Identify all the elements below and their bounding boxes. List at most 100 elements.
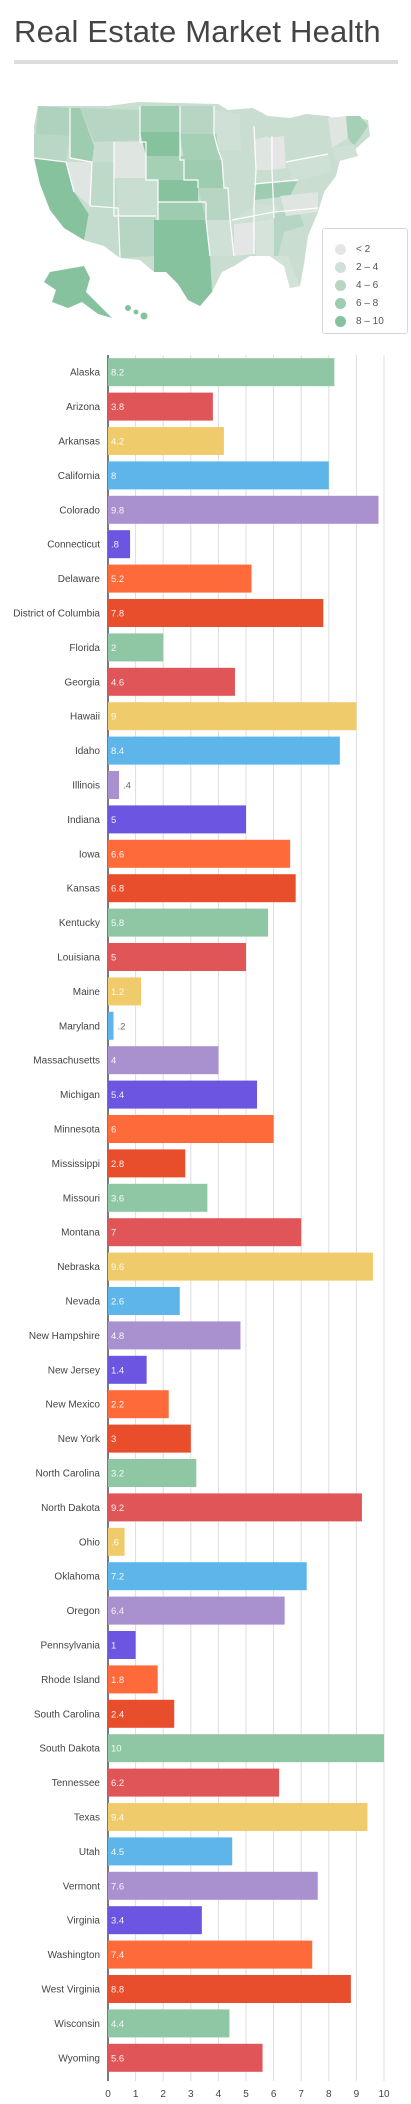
category-label: Massachusetts: [33, 1056, 100, 1067]
value-label: 7: [111, 1228, 116, 1239]
legend-item: 8 – 10: [335, 314, 384, 328]
bar: [108, 908, 269, 937]
value-label: 9.4: [111, 1813, 124, 1824]
bar: [108, 1803, 368, 1831]
value-label: 3.6: [111, 1193, 124, 1204]
bar: [108, 1837, 233, 1866]
x-tick-label: 7: [298, 2089, 304, 2100]
value-label: 2.8: [111, 1159, 124, 1170]
bar: [108, 1390, 169, 1419]
bar: [108, 702, 357, 731]
value-label: .4: [123, 781, 131, 792]
bar: [108, 1080, 258, 1109]
bar: [108, 495, 379, 524]
category-label: Rhode Island: [41, 1675, 100, 1686]
category-label: Washington: [48, 1950, 100, 1961]
category-label: Montana: [61, 1228, 100, 1239]
bar: [108, 1321, 241, 1350]
category-label: Wisconsin: [54, 2019, 100, 2030]
bar: [108, 633, 164, 662]
bar: [108, 1046, 219, 1075]
bar: [108, 874, 296, 903]
category-label: Oklahoma: [54, 1572, 100, 1583]
bar: [108, 1459, 197, 1487]
bar: [108, 564, 252, 593]
category-label: Delaware: [58, 574, 101, 585]
category-label: Maryland: [59, 1021, 100, 1032]
legend-swatch: [335, 243, 346, 255]
category-label: Oregon: [67, 1606, 100, 1617]
category-label: New Hampshire: [29, 1331, 101, 1342]
x-tick-label: 1: [133, 2089, 139, 2100]
bar: [108, 943, 246, 971]
value-label: 8.8: [111, 1985, 124, 1996]
value-label: 3: [111, 1434, 116, 1445]
value-label: 7.2: [111, 1572, 124, 1583]
bar: [108, 667, 235, 696]
value-label: 1.8: [111, 1675, 124, 1686]
value-label: 4: [111, 1056, 116, 1067]
bar: [108, 736, 340, 765]
bar: [108, 1975, 351, 2003]
x-tick-label: 3: [188, 2089, 194, 2100]
value-label: 5.8: [111, 918, 124, 929]
value-label: 3.8: [111, 402, 124, 413]
legend-item: < 2: [335, 242, 370, 256]
value-label: 8: [111, 471, 116, 482]
x-tick-label: 5: [243, 2089, 249, 2100]
bar: [108, 461, 329, 490]
x-tick-label: 8: [326, 2089, 332, 2100]
bar: [108, 1493, 362, 1522]
bar: [108, 977, 142, 1006]
category-label: North Dakota: [41, 1503, 100, 1514]
category-label: Alaska: [70, 368, 100, 379]
legend-label: 4 – 6: [356, 279, 379, 291]
category-label: Illinois: [72, 781, 100, 792]
value-label: 6.2: [111, 1778, 124, 1789]
x-tick-label: 10: [378, 2089, 390, 2100]
category-label: Nevada: [66, 1297, 101, 1308]
value-label: 1: [111, 1641, 116, 1652]
value-label: 6: [111, 1125, 116, 1136]
value-label: 8.2: [111, 368, 124, 379]
bar: [108, 1871, 318, 1900]
legend-label: 6 – 8: [356, 297, 379, 309]
bar: [108, 1768, 280, 1797]
category-label: Iowa: [79, 849, 101, 860]
value-label: 3.4: [111, 1916, 124, 1927]
value-label: 5.2: [111, 574, 124, 585]
legend-label: < 2: [356, 243, 371, 255]
map-alaska: [44, 266, 112, 318]
category-label: Nebraska: [57, 1262, 100, 1273]
category-label: North Carolina: [36, 1469, 101, 1480]
value-label: 5.6: [111, 2053, 124, 2064]
category-label: Kentucky: [59, 918, 100, 929]
bar: [108, 1596, 285, 1625]
category-label: Texas: [74, 1813, 100, 1824]
legend-swatch: [335, 261, 346, 273]
category-label: New York: [58, 1434, 101, 1445]
bar: [108, 1906, 202, 1935]
value-label: 4.5: [111, 1847, 124, 1858]
value-label: .8: [111, 540, 119, 551]
bar: [108, 1734, 384, 1763]
category-label: New Mexico: [46, 1400, 101, 1411]
value-label: .2: [118, 1021, 126, 1032]
value-label: 10: [111, 1744, 122, 1755]
legend-label: 2 – 4: [356, 261, 379, 273]
value-label: 2.4: [111, 1709, 124, 1720]
category-label: South Dakota: [39, 1744, 100, 1755]
x-tick-label: 6: [271, 2089, 277, 2100]
value-label: 7.6: [111, 1881, 124, 1892]
bar: [108, 1218, 302, 1247]
x-tick-label: 2: [160, 2089, 166, 2100]
category-label: California: [58, 471, 101, 482]
legend-item: 6 – 8: [335, 296, 378, 310]
bar: [108, 771, 120, 799]
category-label: Virginia: [67, 1916, 101, 1927]
value-label: 6.6: [111, 849, 124, 860]
value-label: 8.4: [111, 746, 124, 757]
bar: [108, 1115, 274, 1143]
value-label: 7.4: [111, 1950, 124, 1961]
